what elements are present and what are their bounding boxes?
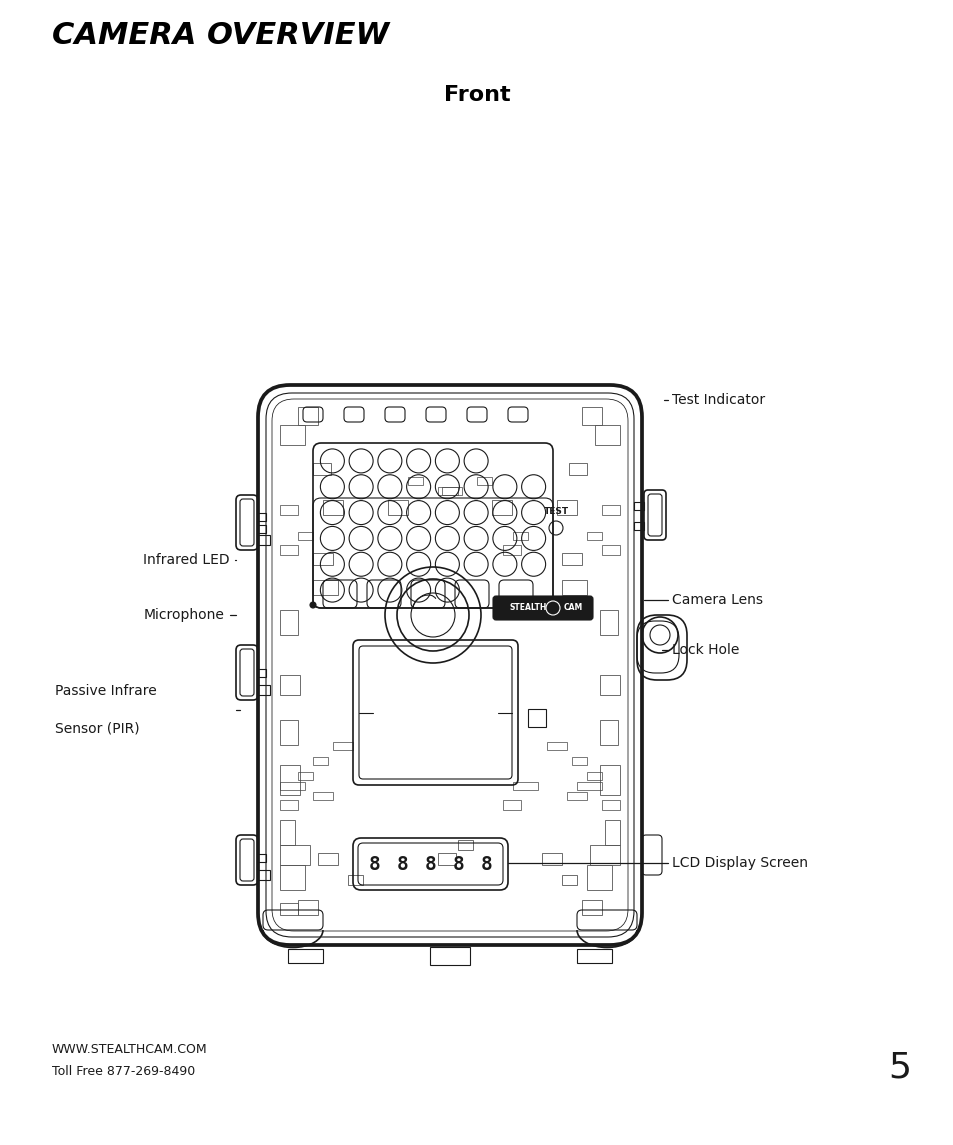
- Text: LCD Display Screen: LCD Display Screen: [671, 856, 807, 870]
- Text: Infrared LED: Infrared LED: [143, 553, 230, 567]
- Bar: [586, 532, 601, 540]
- Bar: [280, 903, 297, 915]
- Text: Test Indicator: Test Indicator: [671, 393, 764, 406]
- Text: 8: 8: [425, 854, 436, 874]
- Bar: [408, 477, 422, 485]
- Text: CAM: CAM: [563, 603, 582, 613]
- Bar: [599, 765, 619, 795]
- Bar: [323, 500, 343, 515]
- Bar: [257, 526, 266, 534]
- Bar: [561, 581, 586, 595]
- Bar: [581, 406, 601, 425]
- Bar: [280, 676, 299, 695]
- Bar: [601, 545, 619, 555]
- Bar: [577, 782, 601, 790]
- Bar: [557, 500, 577, 515]
- Bar: [599, 720, 618, 745]
- Bar: [586, 772, 601, 780]
- Bar: [586, 864, 612, 890]
- Bar: [437, 487, 457, 495]
- Bar: [634, 502, 643, 510]
- Text: STEALTH: STEALTH: [509, 603, 546, 613]
- Bar: [527, 709, 545, 727]
- Bar: [313, 581, 337, 595]
- Bar: [280, 425, 305, 445]
- Bar: [437, 853, 456, 864]
- Bar: [388, 500, 408, 515]
- Bar: [595, 425, 619, 445]
- Bar: [313, 792, 333, 800]
- Text: Toll Free 877-269-8490: Toll Free 877-269-8490: [52, 1065, 195, 1077]
- Bar: [546, 742, 566, 750]
- Bar: [457, 840, 473, 850]
- Bar: [492, 500, 512, 515]
- Bar: [430, 947, 470, 965]
- Bar: [513, 782, 537, 790]
- Bar: [313, 553, 333, 564]
- Text: Microphone: Microphone: [144, 608, 225, 622]
- Bar: [280, 765, 299, 795]
- Bar: [313, 757, 328, 765]
- Bar: [288, 949, 323, 963]
- Bar: [513, 532, 527, 540]
- Bar: [257, 854, 266, 862]
- Bar: [280, 782, 305, 790]
- Text: Front: Front: [443, 85, 510, 105]
- Bar: [313, 463, 331, 475]
- Bar: [297, 772, 313, 780]
- Bar: [297, 532, 313, 540]
- Bar: [561, 553, 581, 564]
- Bar: [257, 870, 270, 881]
- Bar: [333, 742, 353, 750]
- Text: 8: 8: [480, 854, 493, 874]
- Bar: [581, 900, 601, 915]
- Bar: [572, 757, 586, 765]
- Text: 5: 5: [887, 1050, 910, 1084]
- Bar: [577, 949, 612, 963]
- Bar: [280, 845, 310, 864]
- Bar: [441, 487, 461, 495]
- Text: 8: 8: [369, 854, 380, 874]
- Bar: [601, 505, 619, 515]
- Bar: [634, 522, 643, 530]
- Bar: [280, 505, 297, 515]
- Bar: [599, 610, 618, 635]
- Bar: [601, 800, 619, 810]
- Text: Lock Hole: Lock Hole: [671, 643, 739, 657]
- Bar: [257, 535, 270, 545]
- Text: Camera Lens: Camera Lens: [671, 593, 762, 607]
- Text: WWW.STEALTHCAM.COM: WWW.STEALTHCAM.COM: [52, 1043, 208, 1056]
- Bar: [599, 676, 619, 695]
- Text: CAMERA OVERVIEW: CAMERA OVERVIEW: [52, 21, 389, 50]
- Bar: [566, 792, 586, 800]
- Bar: [297, 406, 317, 425]
- Text: Passive Infrare: Passive Infrare: [55, 684, 156, 698]
- Bar: [257, 685, 270, 695]
- Text: 8: 8: [453, 854, 464, 874]
- Bar: [568, 463, 586, 475]
- Bar: [280, 864, 305, 890]
- Text: Sensor (PIR): Sensor (PIR): [55, 722, 139, 736]
- FancyBboxPatch shape: [493, 597, 593, 619]
- Bar: [280, 610, 297, 635]
- Bar: [589, 845, 619, 864]
- Circle shape: [310, 602, 315, 608]
- Text: TEST: TEST: [543, 507, 568, 516]
- Bar: [502, 545, 520, 555]
- Bar: [280, 720, 297, 745]
- Bar: [502, 800, 520, 810]
- Bar: [541, 853, 561, 864]
- Bar: [476, 477, 492, 485]
- Bar: [348, 875, 363, 885]
- Bar: [317, 853, 337, 864]
- Bar: [297, 900, 317, 915]
- Bar: [604, 820, 619, 845]
- Text: 8: 8: [396, 854, 409, 874]
- Bar: [280, 545, 297, 555]
- Bar: [561, 875, 577, 885]
- Bar: [280, 800, 297, 810]
- Bar: [280, 820, 294, 845]
- Bar: [257, 669, 266, 677]
- Bar: [257, 513, 266, 521]
